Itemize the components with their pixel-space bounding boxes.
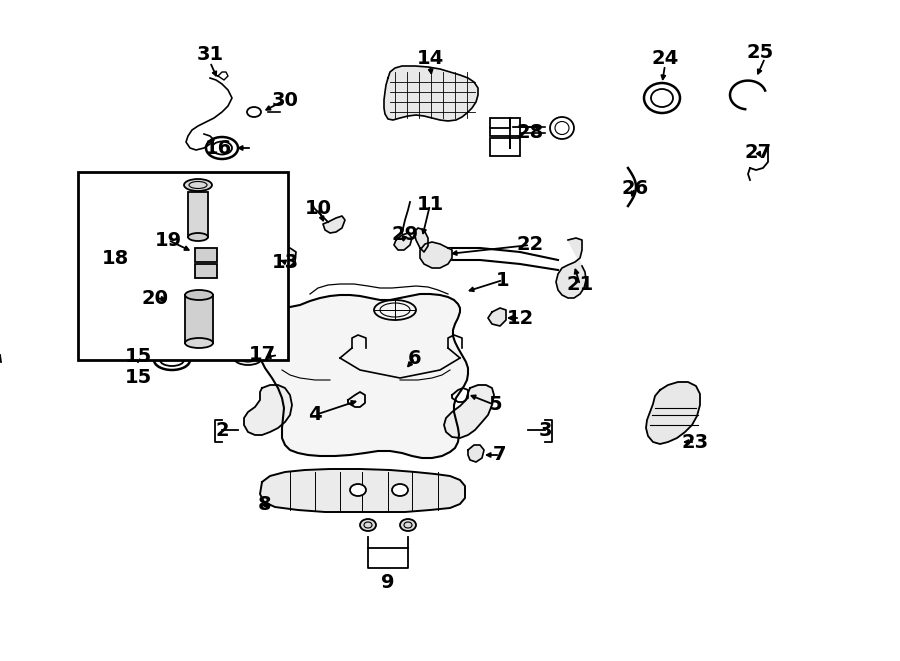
Polygon shape <box>271 248 296 270</box>
Polygon shape <box>244 385 292 435</box>
Text: 6: 6 <box>409 348 422 368</box>
Polygon shape <box>384 66 478 121</box>
Text: 21: 21 <box>566 276 594 295</box>
Polygon shape <box>394 233 412 250</box>
Ellipse shape <box>360 519 376 531</box>
Text: 19: 19 <box>155 231 182 249</box>
Ellipse shape <box>185 338 213 348</box>
Text: 16: 16 <box>204 139 231 157</box>
Ellipse shape <box>185 290 213 300</box>
Polygon shape <box>420 242 452 268</box>
Bar <box>188 192 208 237</box>
Text: 1: 1 <box>496 270 509 290</box>
Text: 31: 31 <box>196 46 223 65</box>
Ellipse shape <box>392 484 408 496</box>
Bar <box>490 118 520 136</box>
Polygon shape <box>488 308 506 326</box>
Polygon shape <box>414 228 428 252</box>
Polygon shape <box>646 382 700 444</box>
Ellipse shape <box>234 351 262 365</box>
Polygon shape <box>323 216 345 233</box>
Text: 30: 30 <box>272 91 299 110</box>
Polygon shape <box>556 238 586 298</box>
Text: 22: 22 <box>517 235 544 254</box>
Bar <box>185 295 213 343</box>
Text: 11: 11 <box>417 196 444 215</box>
Text: 20: 20 <box>141 288 168 307</box>
Ellipse shape <box>184 179 212 191</box>
Text: 5: 5 <box>488 395 502 414</box>
Text: 4: 4 <box>308 405 322 424</box>
Bar <box>195 248 217 262</box>
Polygon shape <box>444 385 494 438</box>
Text: 26: 26 <box>621 178 649 198</box>
Text: 15: 15 <box>124 368 151 387</box>
Text: 2: 2 <box>215 420 229 440</box>
Bar <box>78 172 288 360</box>
Text: 17: 17 <box>248 346 275 364</box>
Text: 10: 10 <box>304 198 331 217</box>
Text: 15: 15 <box>124 346 151 366</box>
Text: 23: 23 <box>681 432 708 451</box>
Text: 18: 18 <box>102 249 129 268</box>
Text: 12: 12 <box>507 309 534 327</box>
Polygon shape <box>260 469 465 512</box>
Text: 3: 3 <box>538 420 552 440</box>
Text: 9: 9 <box>382 572 395 592</box>
Text: 27: 27 <box>744 143 771 161</box>
Ellipse shape <box>350 484 366 496</box>
Ellipse shape <box>188 233 208 241</box>
Text: 28: 28 <box>517 122 544 141</box>
Polygon shape <box>468 445 484 462</box>
Ellipse shape <box>400 519 416 531</box>
Text: 13: 13 <box>272 253 299 272</box>
Polygon shape <box>257 294 468 458</box>
Text: 29: 29 <box>392 225 418 245</box>
Text: 7: 7 <box>493 446 507 465</box>
Text: 14: 14 <box>417 48 444 67</box>
Text: 8: 8 <box>258 496 272 514</box>
Bar <box>195 264 217 278</box>
Text: 24: 24 <box>652 48 679 67</box>
Text: 25: 25 <box>746 42 774 61</box>
Bar <box>490 138 520 156</box>
